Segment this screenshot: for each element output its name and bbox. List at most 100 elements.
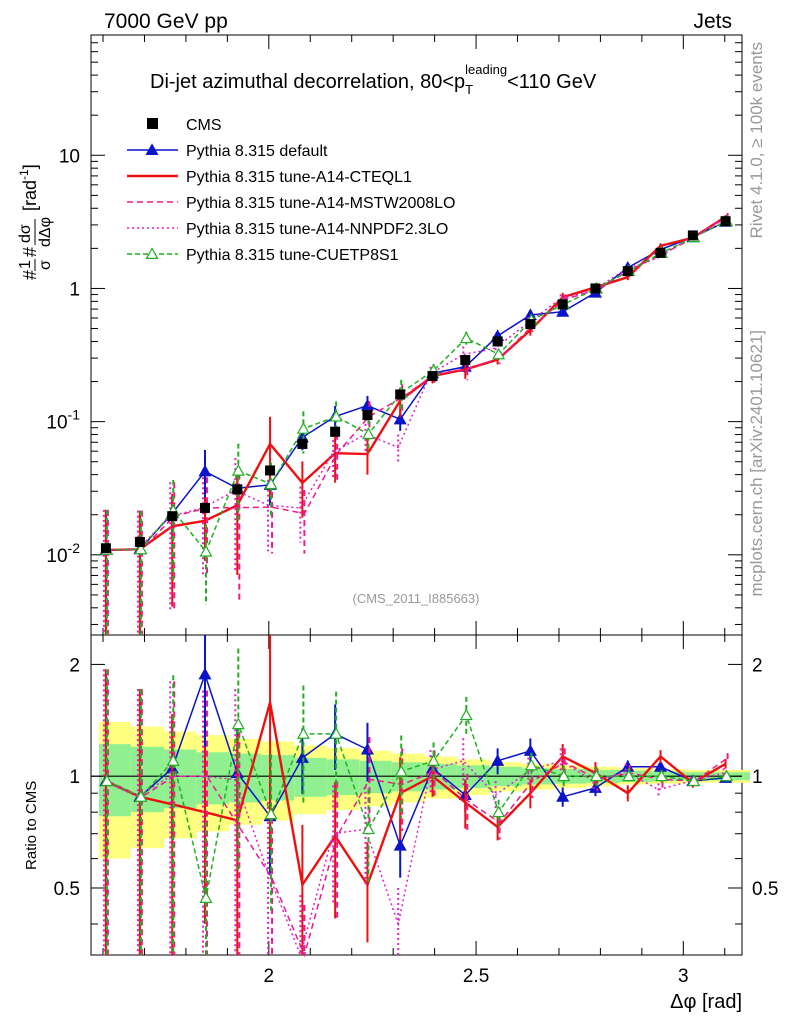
band-inner xyxy=(326,759,360,795)
series-2 xyxy=(106,212,729,635)
cms-point xyxy=(655,247,666,258)
legend-marker xyxy=(145,143,159,155)
axis-ticks: 2 2.5 3 10-2 10-1 1 10 0.5 0.5 1 1 2 2 xyxy=(46,34,778,987)
x-tick-label: 2 xyxy=(264,966,275,987)
ratio-frame xyxy=(90,634,743,956)
ratio-marker xyxy=(393,838,407,851)
series-0 xyxy=(99,215,733,635)
series-marker xyxy=(198,464,212,477)
ratio-marker xyxy=(654,769,669,782)
ratio-line xyxy=(103,759,724,958)
svg-text:dΔφ: dΔφ xyxy=(37,217,54,247)
ratio-marker xyxy=(166,754,180,766)
cms-data xyxy=(100,216,731,554)
band-inner xyxy=(391,762,425,792)
series-marker xyxy=(134,542,148,555)
legend: CMS Pythia 8.315 default Pythia 8.315 tun… xyxy=(127,117,455,264)
cms-point xyxy=(100,543,111,554)
ratio-marker xyxy=(589,769,603,782)
series-marker xyxy=(556,304,570,317)
cms-point xyxy=(687,230,698,241)
y-tick-label: 1 xyxy=(69,279,80,300)
ratio-marker xyxy=(361,822,375,835)
rivet-label: Rivet 4.1.0, ≥ 100k events xyxy=(747,42,766,238)
series-line xyxy=(107,214,729,551)
ratio-marker xyxy=(524,758,538,771)
svg-text:dσ: dσ xyxy=(17,224,34,243)
ratio-series-4 xyxy=(100,648,734,955)
chart-title: Di-jet azimuthal decorrelation, 80<pTlea… xyxy=(150,62,597,97)
ratio-marker xyxy=(720,769,734,782)
header-left: 7000 GeV pp xyxy=(104,10,228,33)
svg-text:#: # xyxy=(20,270,40,280)
ratio-y-axis-label: Ratio to CMS xyxy=(23,781,40,870)
svg-text:1: 1 xyxy=(17,260,34,269)
legend-label: Pythia 8.315 tune-A14-MSTW2008LO xyxy=(186,195,455,212)
ratio-y-tick-label: 2 xyxy=(69,655,80,676)
y-tick-label: 10-2 xyxy=(46,540,80,567)
legend-label: Pythia 8.315 tune-A14-NNPDF2.3LO xyxy=(186,221,448,238)
cms-point xyxy=(557,299,568,310)
x-tick-label: 3 xyxy=(678,966,689,987)
legend-label: Pythia 8.315 tune-CUETP8S1 xyxy=(186,247,399,264)
ratio-line xyxy=(105,702,727,888)
ratio-marker xyxy=(134,790,148,802)
ratio-marker xyxy=(459,708,473,721)
ratio-marker xyxy=(296,727,310,739)
series-3 xyxy=(102,218,725,635)
ratio-plot-series xyxy=(99,635,734,958)
ratio-marker xyxy=(557,769,571,782)
ratio-marker xyxy=(427,754,441,766)
series-marker xyxy=(459,331,473,344)
svg-text:[rad-1]: [rad-1] xyxy=(17,164,40,211)
cms-point xyxy=(622,266,633,277)
legend-label: Pythia 8.315 default xyxy=(186,143,328,160)
cms-point xyxy=(232,484,243,495)
cms-point xyxy=(265,465,276,476)
ratio-marker xyxy=(264,807,278,820)
series-marker xyxy=(231,464,245,476)
series-line xyxy=(106,220,727,554)
legend-marker xyxy=(145,247,159,259)
header-right: Jets xyxy=(693,10,732,33)
ratio-marker xyxy=(100,774,114,787)
series-marker xyxy=(360,398,374,411)
ratio-marker xyxy=(329,727,343,739)
cms-point xyxy=(492,336,503,347)
ratio-marker xyxy=(556,790,570,802)
series-marker xyxy=(199,544,213,557)
ratio-uncertainty-bands xyxy=(91,721,750,859)
legend-label-cms: CMS xyxy=(186,117,222,134)
x-axis-label: Δφ [rad] xyxy=(670,991,742,1013)
ratio-y-tick-label-right: 0.5 xyxy=(752,879,778,900)
ratio-series-3 xyxy=(102,669,725,958)
series-marker xyxy=(361,427,375,440)
cms-point xyxy=(720,216,731,227)
main-plot-series xyxy=(99,212,734,635)
cms-point xyxy=(525,319,536,330)
series-marker xyxy=(393,412,407,425)
ratio-marker xyxy=(198,667,212,680)
series-marker xyxy=(296,422,310,434)
mcplots-label: mcplots.cern.ch [arXiv:2401.10621] xyxy=(747,330,766,596)
ratio-y-tick-label: 0.5 xyxy=(54,879,80,900)
cms-point xyxy=(167,511,178,522)
ratio-y-tick-label-right: 1 xyxy=(752,767,763,788)
series-marker xyxy=(329,409,343,422)
y-tick-label: 10 xyxy=(59,146,80,167)
series-marker xyxy=(264,477,278,490)
ratio-line xyxy=(106,713,727,899)
cms-point xyxy=(427,371,438,382)
series-marker xyxy=(492,347,506,360)
cms-point xyxy=(330,426,341,437)
legend-label: Pythia 8.315 tune-A14-CTEQL1 xyxy=(186,169,412,186)
band-inner xyxy=(164,749,197,809)
analysis-label: (CMS_2011_I885663) xyxy=(353,591,480,606)
ratio-line xyxy=(107,757,729,958)
ratio-y-tick-label-right: 2 xyxy=(752,655,763,676)
cms-point xyxy=(134,536,145,547)
ratio-marker xyxy=(492,805,506,818)
legend-marker-cms xyxy=(147,118,158,129)
band-inner xyxy=(261,755,295,801)
